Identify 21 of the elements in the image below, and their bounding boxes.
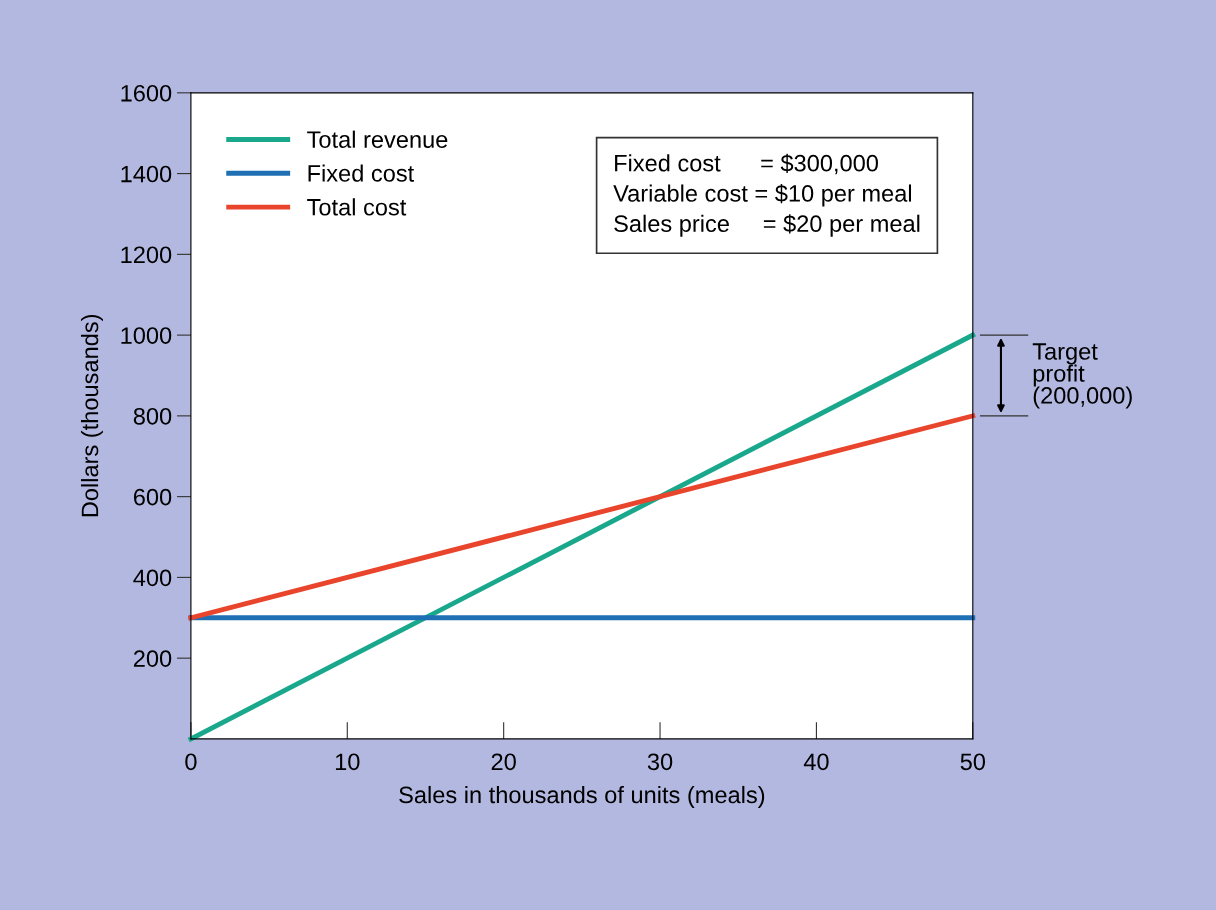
text: Target profit (200,000) [1032, 343, 1132, 409]
y-tick-label: 1400 [121, 165, 172, 183]
annotation: Fixed cost = $300,000 Variable cost = $10 per meal Sales price = $20 per meal [613, 153, 920, 237]
y-tick-label: 800 [133, 407, 172, 425]
y-axis-title: Dollars (thousands) [80, 314, 103, 517]
x-tick-label: 30 [647, 753, 673, 771]
x-tick-label: 50 [960, 753, 986, 771]
x-tick-label: 0 [185, 753, 197, 771]
x-axis-title: Sales in thousands of units (meals) [399, 785, 765, 808]
legend-label: Total cost [307, 198, 407, 216]
y-tick-label: 400 [133, 569, 172, 587]
y-tick-label: 200 [133, 650, 172, 667]
y-tick-label: 1600 [121, 84, 172, 102]
x-tick-label: 20 [491, 753, 516, 771]
y-tick-label: 600 [133, 488, 172, 506]
y-tick-label: 1000 [121, 327, 172, 344]
x-tick-label: 40 [803, 753, 829, 771]
legend-label: Fixed cost [308, 164, 415, 182]
legend-label: Total revenue [307, 130, 448, 148]
y-tick-label: 1200 [121, 246, 172, 264]
x-tick-label: 10 [335, 753, 360, 771]
